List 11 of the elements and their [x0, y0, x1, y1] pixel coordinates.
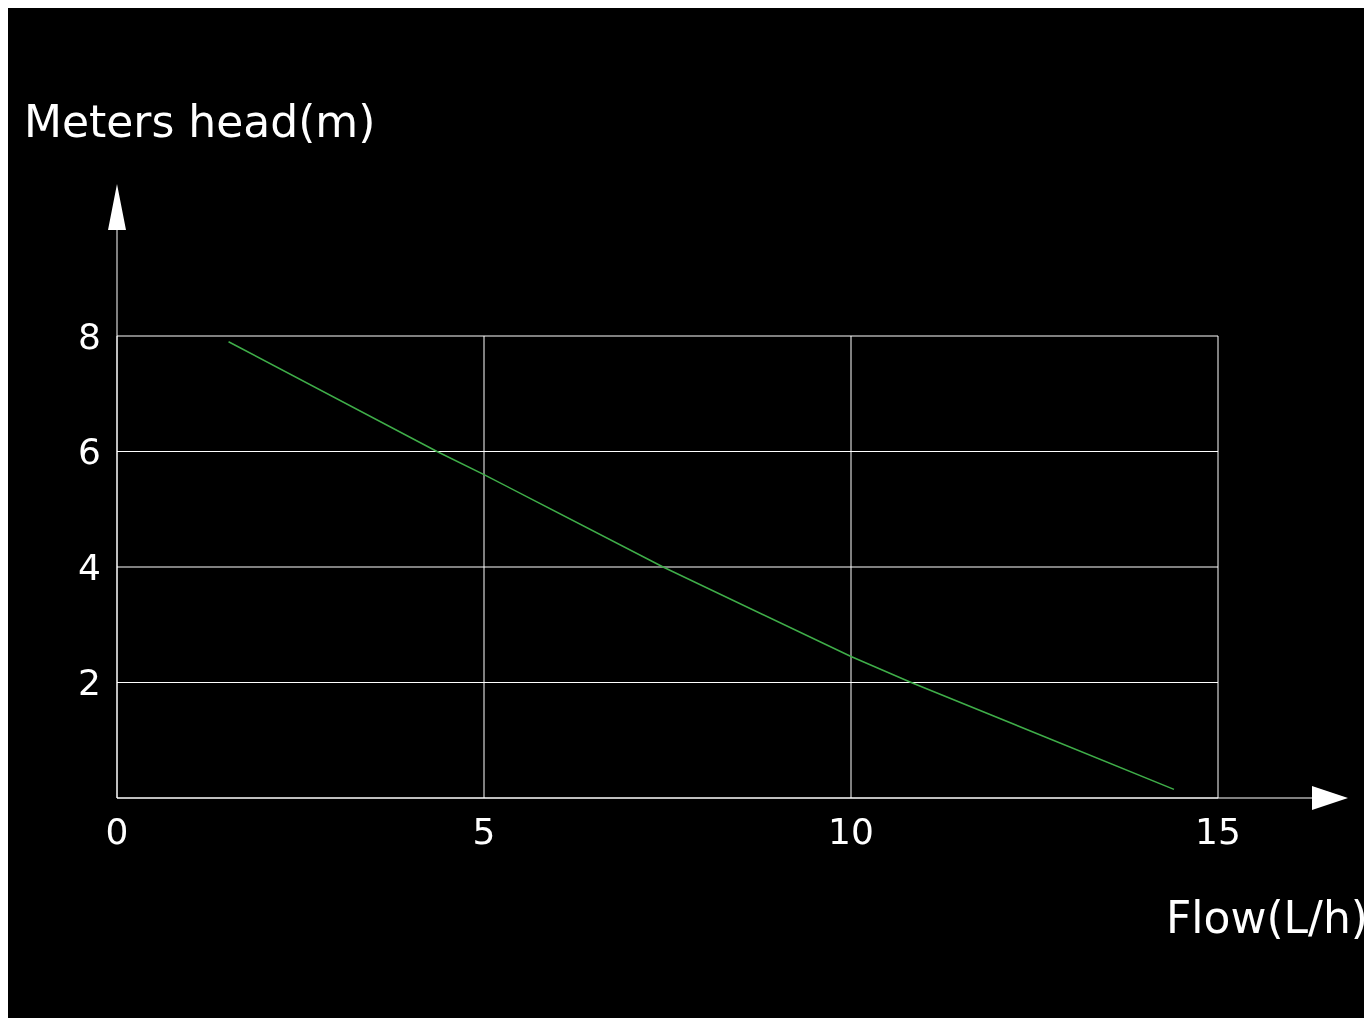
x-tick-label: 10	[828, 810, 874, 852]
x-tick-label: 5	[472, 810, 496, 852]
x-axis-title: Flow(L/h)	[1166, 892, 1364, 943]
y-tick-label: 2	[78, 662, 101, 704]
y-tick-label: 6	[78, 431, 101, 473]
y-tick-label: 4	[78, 546, 101, 588]
y-axis-title: Meters head(m)	[24, 96, 376, 147]
x-tick-label: 0	[105, 810, 129, 852]
line-series	[227, 341, 1175, 791]
y-tick-label: 8	[78, 315, 101, 357]
x-tick-label: 15	[1195, 810, 1241, 852]
